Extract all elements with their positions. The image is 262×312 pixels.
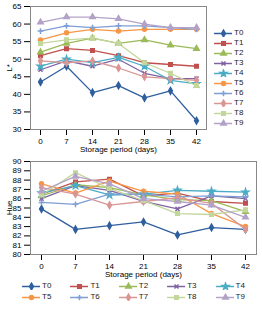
html-text:T8: T8: [187, 292, 197, 301]
html-text:T1: T1: [234, 38, 244, 47]
svg-text:42: 42: [241, 262, 250, 271]
svg-text:Storage period (days): Storage period (days): [105, 270, 182, 279]
html-text:T6: T6: [234, 88, 244, 97]
html-text:T4: T4: [234, 68, 244, 77]
svg-text:7: 7: [64, 137, 69, 146]
svg-text:0: 0: [38, 137, 43, 146]
svg-text:45: 45: [13, 72, 22, 81]
svg-text:81: 81: [13, 241, 22, 250]
svg-text:21: 21: [114, 137, 123, 147]
svg-text:89: 89: [13, 166, 22, 175]
html-text:T7: T7: [138, 292, 149, 301]
svg-text:28: 28: [173, 262, 182, 272]
svg-text:50: 50: [13, 55, 22, 64]
svg-text:7: 7: [73, 262, 78, 271]
svg-text:55: 55: [13, 37, 22, 46]
html-text:T4: T4: [235, 281, 245, 290]
svg-text:42: 42: [192, 137, 201, 146]
svg-text:0: 0: [39, 262, 44, 271]
svg-text:14: 14: [105, 262, 114, 272]
html-text:T2: T2: [234, 48, 244, 57]
svg-text:60: 60: [13, 20, 22, 29]
html-text:T5: T5: [234, 78, 244, 87]
svg-text:87: 87: [13, 185, 22, 194]
svg-text:L*: L*: [5, 64, 14, 72]
svg-text:83: 83: [13, 222, 22, 231]
svg-text:14: 14: [88, 137, 97, 147]
html-text:T9: T9: [234, 118, 244, 127]
html-text:T3: T3: [234, 58, 244, 67]
svg-text:85: 85: [12, 203, 22, 213]
svg-text:84: 84: [12, 212, 22, 222]
svg-text:35: 35: [166, 137, 175, 146]
html-text:T8: T8: [234, 108, 244, 117]
svg-text:86: 86: [12, 194, 22, 204]
svg-text:21: 21: [139, 262, 148, 272]
html-text:T2: T2: [138, 281, 149, 290]
svg-text:35: 35: [207, 262, 216, 271]
svg-text:30: 30: [13, 125, 22, 134]
html-text:T3: T3: [187, 281, 197, 290]
html-text:T0: T0: [42, 281, 52, 290]
html-text:T1: T1: [90, 281, 100, 290]
svg-text:35: 35: [13, 107, 22, 116]
svg-text:82: 82: [13, 231, 22, 240]
html-text:T6: T6: [90, 292, 100, 301]
svg-text:28: 28: [140, 137, 149, 147]
svg-text:Hue: Hue: [5, 200, 14, 215]
html-text:T5: T5: [42, 292, 52, 301]
svg-text:90: 90: [13, 157, 22, 166]
html-text:T7: T7: [234, 98, 244, 107]
svg-text:40: 40: [13, 90, 22, 99]
svg-text:65: 65: [13, 2, 22, 11]
html-text:T0: T0: [234, 28, 244, 37]
html-text:T9: T9: [235, 292, 245, 301]
svg-text:88: 88: [13, 176, 22, 185]
svg-text:80: 80: [13, 250, 22, 259]
svg-text:Storage period (days): Storage period (days): [80, 145, 157, 154]
